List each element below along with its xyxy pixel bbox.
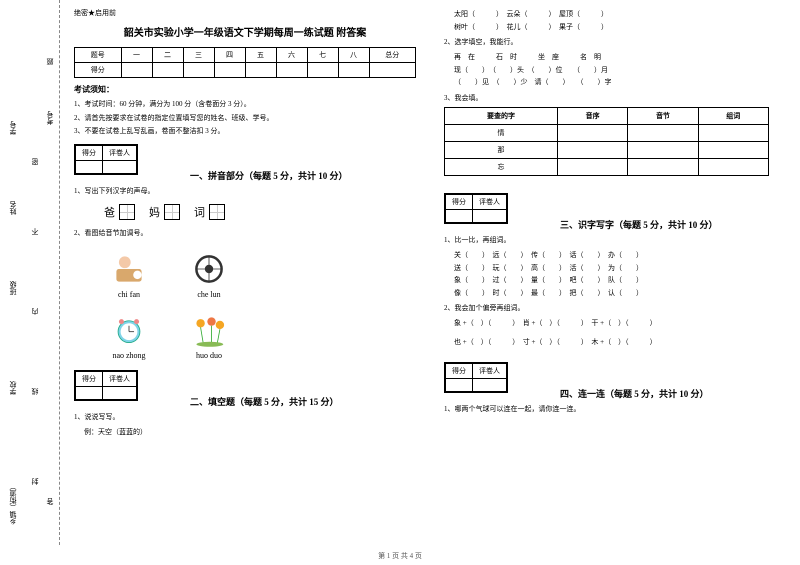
section-1-title: 一、拼音部分（每题 5 分，共计 10 分） xyxy=(190,171,348,181)
score-table: 题号 一 二 三 四 五 六 七 八 总分 得分 xyxy=(74,47,416,78)
binding-mi: 密 xyxy=(30,158,40,165)
s3-l1: 关（ ） 远（ ） 传（ ） 话（ ） 办（ ） xyxy=(454,249,786,262)
score-row-label: 得分 xyxy=(75,63,122,78)
score-box-4: 得分评卷人 xyxy=(444,362,508,393)
score-head-8: 八 xyxy=(338,48,369,63)
score-box-3: 得分评卷人 xyxy=(444,193,508,224)
tr2: 那 xyxy=(445,141,558,158)
th-3: 音节 xyxy=(628,107,698,124)
binding-id: 学号 xyxy=(8,121,18,135)
s3-l5: 象 +（ ）（ ） 肖 +（ ）（ ） 干 +（ ）（ ） xyxy=(454,317,786,330)
page-footer: 第 1 页 共 4 页 xyxy=(0,551,800,561)
q2-3: 3、我会填。 xyxy=(444,93,786,103)
char-row: 爸 妈 词 xyxy=(104,204,416,220)
fill-words-1: 太阳（ ） 云朵（ ） 屋顶（ ） xyxy=(454,8,786,21)
q2-1: 1、说说写写。 xyxy=(74,412,416,422)
left-column: 绝密★启用前 韶关市实验小学一年级语文下学期每周一练试题 附答案 题号 一 二 … xyxy=(60,0,430,545)
r-l1: 再 在 石 时 坐 座 名 明 xyxy=(454,51,786,64)
wheel-icon xyxy=(184,248,234,288)
binding-cut: 封 xyxy=(30,478,40,485)
score-head-1: 一 xyxy=(121,48,152,63)
pinyin-3: nao zhong xyxy=(104,351,154,360)
q2-2: 2、选字填空，我能行。 xyxy=(444,37,786,47)
fill-words-2: 树叶（ ） 花儿（ ） 果子（ ） xyxy=(454,21,786,34)
tr3: 忘 xyxy=(445,158,558,175)
binding-da: 答 xyxy=(45,498,55,505)
pinyin-4: huo duo xyxy=(184,351,234,360)
binding-kao: 考号 xyxy=(45,111,55,125)
char-3: 词 xyxy=(194,204,205,220)
notice-3: 3、不要在试卷上乱写乱画，卷面不整洁扣 3 分。 xyxy=(74,126,416,137)
score-box-1: 得分评卷人 xyxy=(74,144,138,175)
binding-bu: 不 xyxy=(30,228,40,235)
q2-ex: 例：天空（蓝蓝的） xyxy=(84,426,416,439)
lookup-table: 要查的字 音序 音节 组词 情 那 忘 xyxy=(444,107,769,176)
tr1: 情 xyxy=(445,124,558,141)
tian-box[interactable] xyxy=(119,204,135,220)
scorebox-a: 得分 xyxy=(76,145,103,160)
q1-1: 1、写出下列汉字的声母。 xyxy=(74,186,416,196)
r-l2: 现（ ） （ ）头 （ ）位 （ ）月 xyxy=(454,64,786,77)
binding-inner: 内 xyxy=(30,308,40,315)
q3-2: 2、我会加个偏旁再组词。 xyxy=(444,303,786,313)
score-head-5: 五 xyxy=(245,48,276,63)
score-head-7: 七 xyxy=(307,48,338,63)
score-head-0: 题号 xyxy=(75,48,122,63)
pinyin-1: chi fan xyxy=(104,290,154,299)
clock-icon xyxy=(104,309,154,349)
pic-row-1: chi fan che lun xyxy=(104,248,416,299)
scorebox-b: 评卷人 xyxy=(103,145,137,160)
exam-title: 韶关市实验小学一年级语文下学期每周一练试题 附答案 xyxy=(74,24,416,39)
tian-box[interactable] xyxy=(209,204,225,220)
section-4-title: 四、连一连（每题 5 分，共计 10 分） xyxy=(560,389,709,399)
notice-title: 考试须知： xyxy=(74,84,416,95)
binding-school: 学校 xyxy=(8,381,18,395)
s3-l6: 也 +（ ）（ ） 寸 +（ ）（ ） 木 +（ ）（ ） xyxy=(454,336,786,349)
binding-class: 班级 xyxy=(8,281,18,295)
score-head-4: 四 xyxy=(214,48,245,63)
score-head-6: 六 xyxy=(276,48,307,63)
binding-ti: 题 xyxy=(45,58,55,65)
score-box-2: 得分评卷人 xyxy=(74,370,138,401)
score-head-9: 总分 xyxy=(369,48,416,63)
th-2: 音序 xyxy=(558,107,628,124)
th-4: 组词 xyxy=(698,107,768,124)
binding-line: 线 xyxy=(30,388,40,395)
right-column: 太阳（ ） 云朵（ ） 屋顶（ ） 树叶（ ） 花儿（ ） 果子（ ） 2、选字… xyxy=(430,0,800,545)
char-2: 妈 xyxy=(149,204,160,220)
notice-2: 2、请首先按要求在试卷的指定位置填写您的姓名、班级、学号。 xyxy=(74,113,416,124)
th-1: 要查的字 xyxy=(445,107,558,124)
tian-box[interactable] xyxy=(164,204,180,220)
s3-l3: 象（ ） 过（ ） 量（ ） 吧（ ） 队（ ） xyxy=(454,274,786,287)
binding-township: 乡镇（街道） xyxy=(8,483,18,525)
binding-column: 乡镇（街道） 学校 班级 姓名 学号 封 线 内 不 密 考号 答 题 xyxy=(0,0,60,545)
notice-1: 1、考试时间：60 分钟，满分为 100 分（含卷面分 3 分）。 xyxy=(74,99,416,110)
eating-icon xyxy=(104,248,154,288)
r-l3: （ ）见 （ ）少 请（ ） （ ）字 xyxy=(454,76,786,89)
s3-l2: 送（ ） 玩（ ） 高（ ） 活（ ） 为（ ） xyxy=(454,262,786,275)
score-head-2: 二 xyxy=(152,48,183,63)
q3-1: 1、比一比，再组词。 xyxy=(444,235,786,245)
section-2-title: 二、填空题（每题 5 分，共计 15 分） xyxy=(190,397,339,407)
q4-1: 1、哪两个气球可以连在一起，请你连一连。 xyxy=(444,404,786,414)
classified-label: 绝密★启用前 xyxy=(74,8,416,18)
flower-icon xyxy=(184,309,234,349)
score-head-3: 三 xyxy=(183,48,214,63)
binding-name: 姓名 xyxy=(8,201,18,215)
char-1: 爸 xyxy=(104,204,115,220)
s3-l4: 像（ ） 时（ ） 最（ ） 把（ ） 认（ ） xyxy=(454,287,786,300)
section-3-title: 三、识字写字（每题 5 分，共计 10 分） xyxy=(560,220,718,230)
q1-2: 2、看图给音节加调号。 xyxy=(74,228,416,238)
pinyin-2: che lun xyxy=(184,290,234,299)
pic-row-2: nao zhong huo duo xyxy=(104,309,416,360)
